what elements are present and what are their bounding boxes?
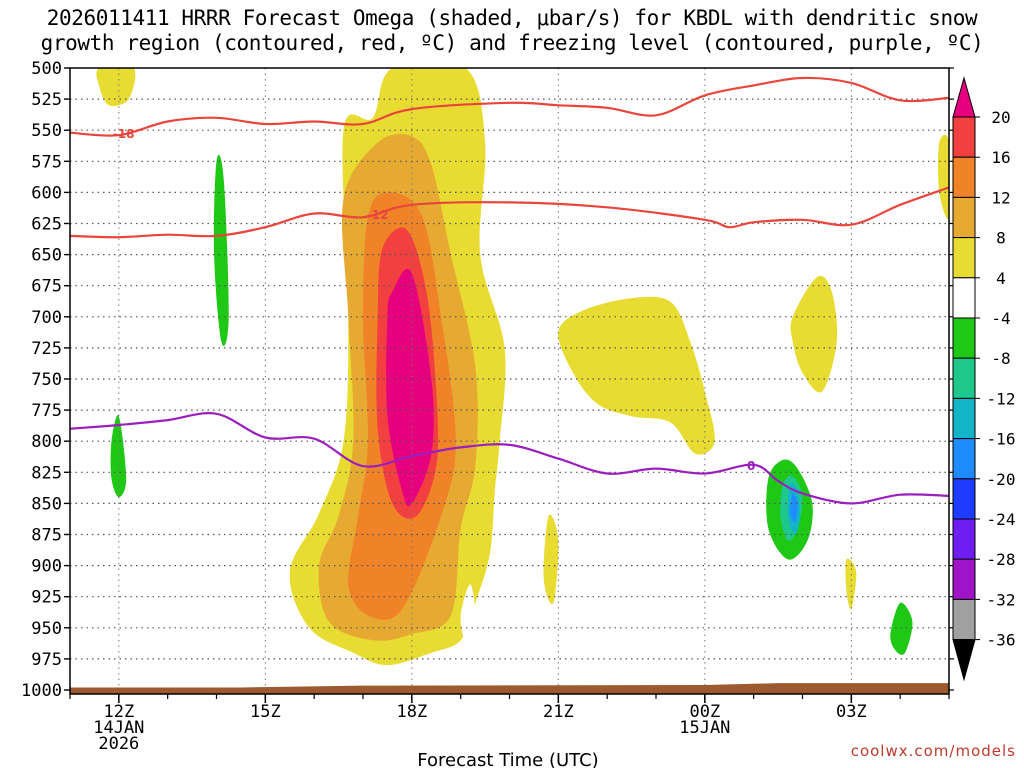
contour-label-0-text: 0 xyxy=(747,459,755,473)
x-tick-label-24-1: 15JAN xyxy=(679,718,730,738)
snow-growth-contour-1 xyxy=(70,186,949,239)
colorbar-swatch-1 xyxy=(952,116,976,158)
colorbar-swatch-7 xyxy=(952,357,976,399)
x-tick-label-27-0: 03Z xyxy=(836,702,867,722)
colorbar-label-13: -36 xyxy=(987,631,1016,650)
y-tick-label-825: 825 xyxy=(31,463,62,483)
x-tick-label-12-2: 2026 xyxy=(98,734,139,754)
colorbar: 20 16 12 8 4 -4 -8 -12 -16 -20 -24 -28 -32 -36 xyxy=(952,76,1016,682)
omega-region-9 xyxy=(845,558,857,610)
colorbar-label-10: -24 xyxy=(987,510,1016,529)
y-tick-label-700: 700 xyxy=(31,308,62,328)
omega-region-25 xyxy=(879,254,911,407)
colorbar-bottom-arrow xyxy=(952,639,976,682)
colorbar-swatch-6 xyxy=(952,317,976,359)
contour-label-minus18-text: -18 xyxy=(113,127,135,141)
omega-region-16 xyxy=(309,68,320,81)
omega-region-7 xyxy=(543,514,559,605)
omega-region-28 xyxy=(944,515,949,547)
y-tick-label-500: 500 xyxy=(31,59,62,79)
colorbar-swatch-11 xyxy=(952,518,976,560)
omega-region-24 xyxy=(840,68,862,194)
colorbar-swatch-3 xyxy=(952,196,976,239)
contour-label-minus12: -12 xyxy=(367,208,389,222)
colorbar-label-12: -32 xyxy=(987,590,1016,609)
credit-text: coolwx.com/models xyxy=(851,742,1016,760)
chart-title: 2026011411 HRRR Forecast Omega (shaded, … xyxy=(40,6,984,55)
contour-label-minus12-text: -12 xyxy=(367,208,389,222)
y-tick-label-875: 875 xyxy=(31,526,62,546)
y-tick-label-725: 725 xyxy=(31,339,62,359)
colorbar-label-5: -4 xyxy=(991,309,1010,328)
y-tick-label-850: 850 xyxy=(31,494,62,514)
x-axis-label: Forecast Time (UTC) xyxy=(417,750,598,768)
y-tick-label-550: 550 xyxy=(31,121,62,141)
colorbar-label-7: -12 xyxy=(987,389,1016,408)
terrain-fill xyxy=(70,683,949,694)
contour-label-layer: -18 -12 0 xyxy=(113,127,756,473)
omega-region-27 xyxy=(890,602,913,655)
omega-region-4 xyxy=(386,268,434,507)
y-tick-label-675: 675 xyxy=(31,277,62,297)
omega-region-12 xyxy=(213,154,229,346)
snow-growth-contour-0 xyxy=(70,76,949,137)
colorbar-label-3: 8 xyxy=(996,229,1006,248)
colorbar-top-arrow xyxy=(952,76,976,118)
y-tick-label-575: 575 xyxy=(31,152,62,172)
omega-region-18 xyxy=(460,584,476,641)
colorbar-label-8: -16 xyxy=(987,430,1016,449)
colorbar-label-0: 20 xyxy=(991,108,1010,127)
colorbar-swatch-4 xyxy=(952,237,976,279)
colorbar-swatch-13 xyxy=(952,598,976,641)
omega-region-8 xyxy=(790,275,838,393)
omega-region-10 xyxy=(938,134,949,220)
contour-layer xyxy=(70,76,949,505)
colorbar-label-4: 4 xyxy=(996,269,1006,288)
y-tick-label-775: 775 xyxy=(31,401,62,421)
x-tick-label-12-0: 12Z xyxy=(103,702,134,722)
colorbar-label-11: -28 xyxy=(987,550,1016,569)
contour-label-minus18: -18 xyxy=(113,127,135,141)
omega-region-5 xyxy=(96,68,136,107)
y-tick-label-625: 625 xyxy=(31,215,62,235)
y-tick-label-750: 750 xyxy=(31,370,62,390)
omega-region-6 xyxy=(558,296,715,455)
colorbar-label-1: 16 xyxy=(991,148,1010,167)
omega-region-23 xyxy=(790,493,798,523)
x-tick-label-12-1: 14JAN xyxy=(93,718,144,738)
y-tick-label-950: 950 xyxy=(31,619,62,639)
grid-layer xyxy=(70,68,949,694)
omega-shading-layer xyxy=(92,68,949,679)
omega-region-15 xyxy=(298,260,320,348)
freezing-level-contour-0 xyxy=(70,412,949,505)
y-tick-label-600: 600 xyxy=(31,183,62,203)
terrain-strip xyxy=(70,683,949,694)
colorbar-label-2: 12 xyxy=(991,188,1010,207)
omega-region-17 xyxy=(646,136,671,212)
y-tick-label-650: 650 xyxy=(31,246,62,266)
colorbar-swatch-10 xyxy=(952,478,976,520)
x-tick-label-24-0: 00Z xyxy=(689,702,720,722)
y-tick-label-525: 525 xyxy=(31,90,62,110)
colorbar-swatch-2 xyxy=(952,156,976,198)
colorbar-swatch-9 xyxy=(952,438,976,480)
y-tick-label-900: 900 xyxy=(31,557,62,577)
omega-region-14 xyxy=(110,415,127,498)
y-tick-label-800: 800 xyxy=(31,432,62,452)
y-tick-label-1000: 1000 xyxy=(21,681,62,701)
colorbar-swatch-8 xyxy=(952,397,976,440)
y-tick-label-975: 975 xyxy=(31,650,62,670)
colorbar-label-6: -8 xyxy=(991,349,1010,368)
x-tick-label-15-0: 15Z xyxy=(250,702,281,722)
colorbar-label-9: -20 xyxy=(987,470,1016,489)
x-tick-label-21-0: 21Z xyxy=(543,702,574,722)
contour-label-0: 0 xyxy=(747,459,755,473)
colorbar-swatch-12 xyxy=(952,558,976,600)
y-tick-label-925: 925 xyxy=(31,588,62,608)
colorbar-swatch-5 xyxy=(952,277,976,319)
omega-region-19 xyxy=(715,68,823,574)
x-tick-label-18-0: 18Z xyxy=(396,702,427,722)
